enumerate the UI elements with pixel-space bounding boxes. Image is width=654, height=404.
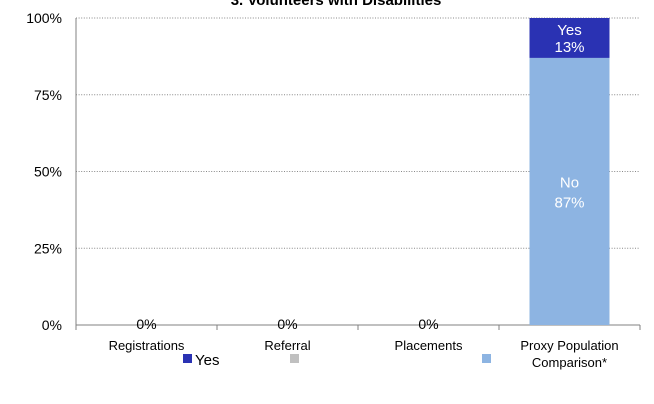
x-tick-label: Referral bbox=[264, 338, 310, 353]
legend-layer: Yes bbox=[183, 352, 491, 369]
x-tick-label: Placements bbox=[395, 338, 463, 353]
data-label: 13% bbox=[554, 39, 584, 56]
legend-swatch bbox=[183, 354, 192, 363]
data-label: 87% bbox=[554, 194, 584, 211]
bar-segment bbox=[529, 18, 610, 58]
y-tick-label: 50% bbox=[34, 164, 62, 180]
grid-layer bbox=[76, 17, 640, 249]
data-label: 0% bbox=[136, 316, 156, 332]
data-label: Yes bbox=[557, 22, 581, 39]
data-label: No bbox=[560, 174, 579, 191]
bar-segment bbox=[529, 57, 610, 325]
legend-swatch bbox=[482, 354, 491, 363]
x-tick-label: Proxy Population Comparison* bbox=[520, 338, 618, 370]
title-layer: 3. Volunteers with Disabilities bbox=[231, 0, 442, 9]
y-tick-label: 0% bbox=[42, 317, 62, 333]
legend-swatch bbox=[290, 354, 299, 363]
x-tick-label-line: Proxy Population bbox=[520, 338, 618, 353]
axis-layer: 0% 25% 50% 75% 100% Registrations Referral Plac… bbox=[26, 10, 641, 370]
x-tick-label: Registrations bbox=[109, 338, 185, 353]
legend-label: Yes bbox=[195, 352, 219, 369]
y-tick-label: 100% bbox=[26, 10, 62, 26]
data-label: 0% bbox=[418, 316, 438, 332]
y-tick-label: 25% bbox=[34, 240, 62, 256]
y-tick-label: 75% bbox=[34, 87, 62, 103]
bar-layer bbox=[529, 18, 610, 325]
chart-title: 3. Volunteers with Disabilities bbox=[231, 0, 442, 9]
x-tick-label-line: Comparison* bbox=[532, 355, 607, 370]
data-label: 0% bbox=[277, 316, 297, 332]
